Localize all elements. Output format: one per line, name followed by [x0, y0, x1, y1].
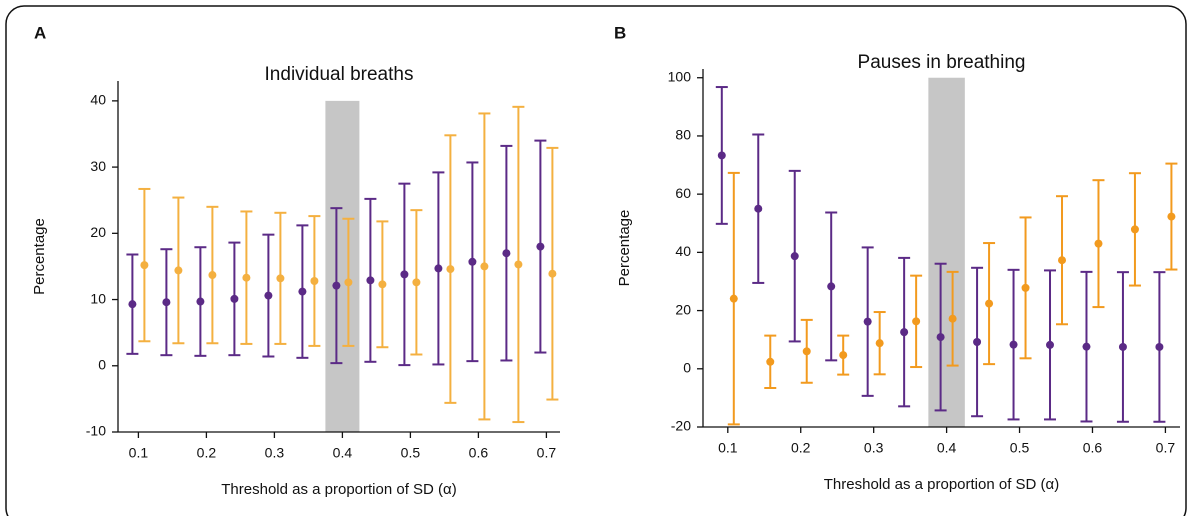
point — [196, 297, 205, 306]
point — [502, 249, 511, 258]
point — [412, 278, 421, 287]
highlight-band — [928, 77, 965, 428]
point — [900, 328, 909, 337]
x-tick-label: 0.2 — [197, 445, 217, 461]
point — [366, 276, 375, 285]
x-tick-label: 0.7 — [1156, 440, 1176, 456]
point — [536, 242, 545, 251]
point — [790, 252, 799, 261]
point — [948, 314, 957, 323]
y-tick-label: 80 — [675, 127, 691, 143]
point — [276, 274, 285, 283]
point — [729, 294, 738, 303]
y-tick-label: -10 — [86, 423, 106, 439]
point — [875, 339, 884, 348]
point — [242, 273, 251, 282]
point — [162, 298, 171, 307]
point — [310, 277, 319, 286]
x-tick-label: 0.4 — [937, 440, 957, 456]
point — [400, 270, 409, 279]
point — [839, 351, 848, 360]
y-tick-label: 20 — [90, 224, 106, 240]
point — [973, 338, 982, 347]
point — [912, 317, 921, 326]
point — [514, 260, 523, 269]
y-tick-label: 40 — [90, 92, 106, 108]
x-tick-label: 0.5 — [1010, 440, 1030, 456]
x-tick-label: 0.6 — [469, 445, 489, 461]
point — [344, 278, 353, 287]
y-tick-label: 0 — [98, 356, 106, 372]
point — [863, 317, 872, 326]
point — [1130, 225, 1139, 234]
point — [1118, 342, 1127, 351]
point — [208, 271, 217, 280]
x-tick-label: 0.3 — [864, 440, 884, 456]
y-tick-label: 60 — [675, 185, 691, 201]
point — [298, 287, 307, 296]
point — [140, 261, 149, 270]
point — [174, 266, 183, 275]
point — [802, 347, 811, 356]
x-tick-label: 0.1 — [129, 445, 149, 461]
point — [766, 357, 775, 366]
x-tick-label: 0.4 — [333, 445, 353, 461]
y-tick-label: 20 — [675, 301, 691, 317]
point — [1058, 256, 1067, 265]
chart-title: Pauses in breathing — [858, 52, 1026, 73]
x-tick-label: 0.3 — [265, 445, 285, 461]
point — [827, 282, 836, 291]
x-tick-label: 0.7 — [537, 445, 557, 461]
point — [1094, 239, 1103, 248]
panel-label: B — [614, 23, 626, 42]
x-tick-label: 0.6 — [1083, 440, 1103, 456]
y-tick-label: 100 — [668, 68, 692, 84]
point — [1155, 342, 1164, 351]
point — [1082, 342, 1091, 351]
point — [936, 333, 945, 342]
x-tick-label: 0.2 — [791, 440, 811, 456]
point — [434, 264, 443, 273]
point — [548, 269, 557, 278]
point — [754, 204, 763, 213]
highlight-band — [325, 100, 360, 433]
point — [1046, 340, 1055, 349]
y-axis-label: Percentage — [31, 218, 48, 295]
chart-title: Individual breaths — [265, 64, 414, 85]
y-tick-label: -20 — [671, 418, 691, 434]
point — [480, 262, 489, 271]
panel-label: A — [34, 23, 46, 42]
y-axis-label: Percentage — [616, 210, 633, 287]
y-tick-label: 30 — [90, 158, 106, 174]
point — [378, 280, 387, 289]
point — [128, 300, 137, 309]
y-tick-label: 40 — [675, 243, 691, 259]
x-axis-label: Threshold as a proportion of SD (α) — [824, 476, 1059, 493]
point — [1009, 340, 1018, 349]
point — [468, 257, 477, 266]
x-tick-label: 0.1 — [718, 440, 738, 456]
y-tick-label: 10 — [90, 290, 106, 306]
point — [230, 294, 239, 303]
x-tick-label: 0.5 — [401, 445, 421, 461]
point — [1167, 212, 1176, 221]
point — [264, 291, 273, 300]
point — [332, 281, 341, 290]
point — [985, 299, 994, 308]
point — [717, 151, 726, 160]
x-axis-label: Threshold as a proportion of SD (α) — [221, 481, 456, 498]
point — [446, 265, 455, 274]
frame — [5, 5, 1187, 516]
y-tick-label: 0 — [683, 359, 691, 375]
point — [1021, 283, 1030, 292]
